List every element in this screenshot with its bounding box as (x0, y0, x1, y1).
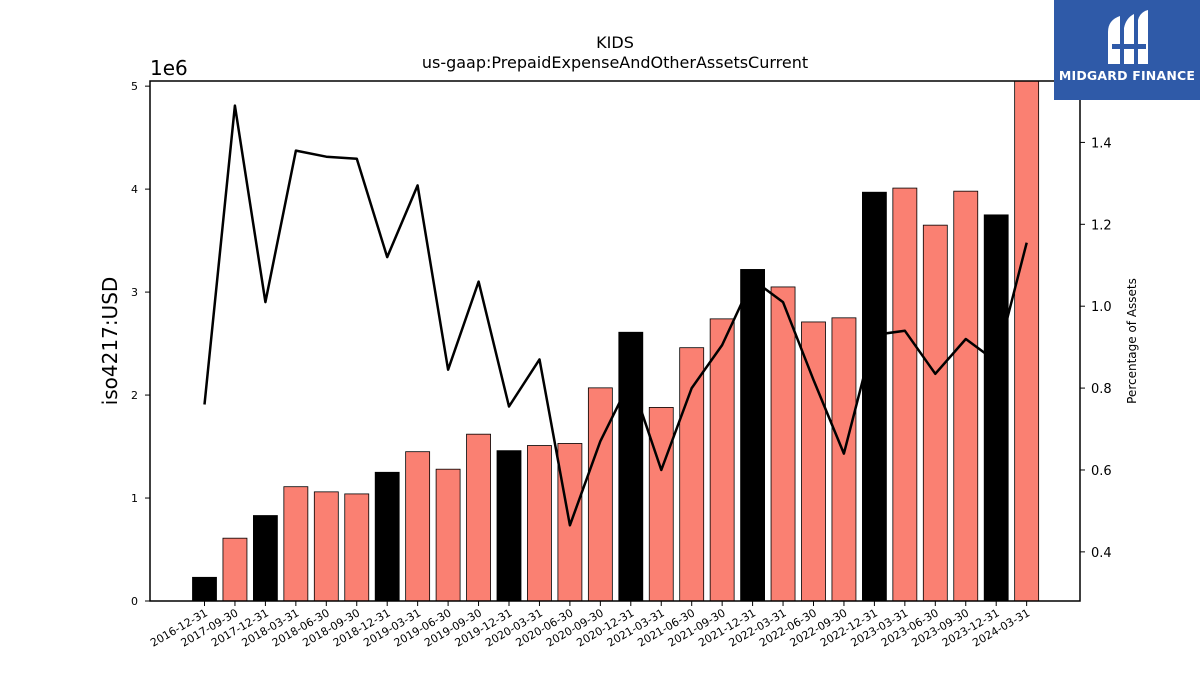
bar-2019-06-30 (435, 468, 461, 602)
y-tick-label: 1 (131, 492, 138, 505)
plot-frame (149, 80, 1081, 602)
bar-2020-12-31 (618, 331, 644, 602)
y-tick-label: 3 (131, 286, 138, 299)
bar-2022-03-31 (770, 286, 796, 602)
bar-2019-12-31 (496, 450, 522, 602)
y2-axis-label: Percentage of Assets (1125, 278, 1139, 404)
bar-2018-09-30 (344, 493, 370, 602)
bar-2023-09-30 (953, 190, 979, 602)
bar-2022-12-31 (862, 191, 887, 602)
bar-2017-12-31 (252, 515, 278, 602)
bar-2021-06-30 (679, 347, 705, 602)
y2-tick-label: 1.2 (1091, 218, 1112, 233)
chart-title: KIDS (596, 33, 634, 52)
y-tick-label: 4 (131, 183, 138, 196)
y2-tick-label: 0.6 (1091, 464, 1112, 479)
midgard-logo-icon (1108, 10, 1148, 64)
bar-2021-03-31 (648, 407, 674, 602)
bar-2023-12-31 (983, 214, 1009, 602)
bar-2020-09-30 (587, 387, 613, 602)
bar-2021-09-30 (709, 318, 735, 602)
y2-tick-label: 0.8 (1091, 382, 1112, 397)
percentage-line-group (203, 104, 1028, 527)
logo-text: MIDGARD FINANCE (1058, 68, 1196, 83)
bar-2019-03-31 (405, 451, 431, 602)
y2-tick-label: 1.4 (1091, 136, 1112, 151)
bar-2018-03-31 (283, 486, 309, 602)
bar-2020-03-31 (527, 445, 552, 602)
percentage-line (203, 104, 1028, 527)
bar-2021-12-31 (740, 269, 765, 602)
bar-2022-09-30 (831, 317, 857, 602)
y2-axis-ticks: 0.4 0.6 0.8 1.0 1.2 1.4 (1080, 136, 1112, 561)
bars-group (192, 80, 1040, 602)
bar-2017-09-30 (222, 537, 248, 602)
y2-tick-label: 0.4 (1091, 546, 1112, 561)
bar-2018-06-30 (313, 491, 339, 602)
bar-2023-03-31 (892, 187, 918, 602)
chart-subtitle: us-gaap:PrepaidExpenseAndOtherAssetsCurr… (422, 53, 808, 72)
y-scale-label: 1e6 (150, 56, 188, 80)
x-axis-ticks: 2016-12-312017-09-302017-12-312018-03-31… (148, 601, 1032, 650)
y-tick-label: 2 (131, 389, 138, 402)
bar-2022-06-30 (801, 321, 826, 602)
y-axis-label: iso4217:USD (98, 277, 122, 406)
bar-2023-06-30 (922, 224, 948, 602)
bar-2018-12-31 (374, 471, 400, 602)
y-axis-ticks: 0 1 2 3 4 5 (131, 80, 150, 608)
midgard-finance-logo: MIDGARD FINANCE (1054, 0, 1200, 100)
y-tick-label: 0 (131, 595, 138, 608)
bar-2016-12-31 (192, 576, 217, 602)
y-tick-label: 5 (131, 80, 138, 93)
bar-2024-03-31 (1014, 80, 1040, 602)
y2-tick-label: 1.0 (1091, 300, 1112, 315)
bar-2019-09-30 (466, 433, 491, 602)
